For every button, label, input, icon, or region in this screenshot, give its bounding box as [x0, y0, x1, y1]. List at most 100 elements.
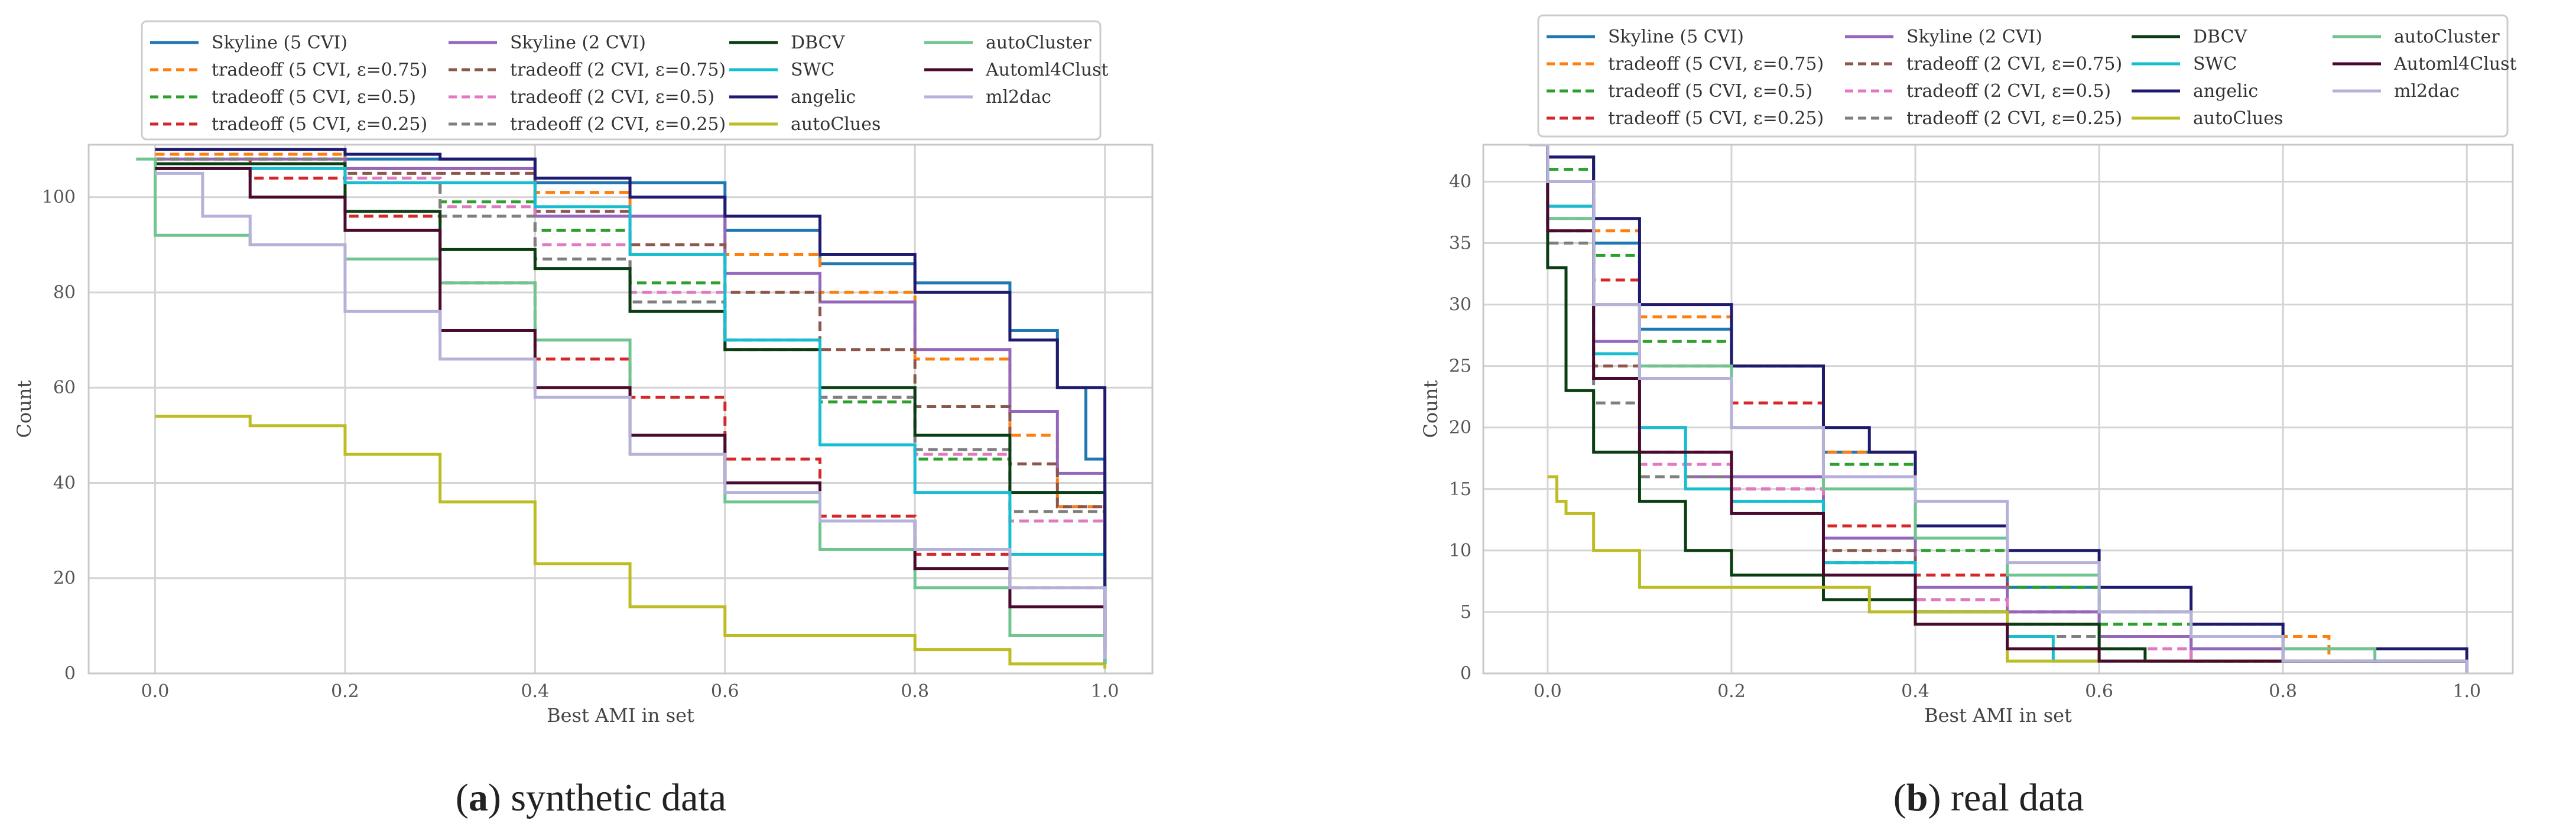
panel-b-y-tick-label: 40 — [1449, 171, 1471, 192]
panel-a-y-tick-label: 100 — [42, 187, 76, 208]
panel-a-legend-label-angelic: angelic — [791, 87, 856, 108]
panel-b-x-tick-label: 0.4 — [1901, 681, 1929, 702]
panel-b-y-axis-label: Count — [1419, 380, 1442, 438]
panel-b-series-tradeoff-2-cvi-eps-0-25 — [1529, 145, 2468, 673]
panel-a-y-axis-label: Count — [13, 380, 35, 438]
panel-b-series-swc — [1529, 145, 2468, 673]
panel-a-y-tick-label: 40 — [53, 473, 76, 493]
caption-b-text: ) real data — [1928, 776, 2084, 819]
chart-panel-real: 0.0 0.2 0.4 0.6 0.8 1.0 0 5 10 15 20 25 30 35 40 Best A… — [1419, 14, 2517, 727]
panel-b-series-autocluster — [1529, 145, 2468, 673]
panel-a-series-angelic — [155, 148, 1107, 664]
panel-b-legend-label-skyline-2-cvi: Skyline (2 CVI) — [1906, 27, 2042, 47]
panel-a-series-ml2dac — [155, 171, 1107, 659]
caption-a: (a) synthetic data — [456, 776, 726, 819]
panel-a-x-tick-label: 0.4 — [521, 681, 549, 702]
panel-a-legend-label-swc: SWC — [791, 60, 834, 80]
caption-b: (b) real data — [1893, 776, 2084, 819]
panel-b-legend-label-dbcv: DBCV — [2193, 27, 2248, 47]
panel-b-legend-box — [1537, 14, 2509, 138]
panel-b-x-axis-label: Best AMI in set — [1924, 704, 2072, 727]
panel-a-legend-label-tradeoff-2-cvi-eps-0-25: tradeoff (2 CVI, ε=0.25) — [510, 114, 726, 135]
panel-a-x-tick-label: 1.0 — [1091, 681, 1119, 702]
panel-b-y-tick-label: 35 — [1449, 233, 1471, 254]
panel-b-legend: Skyline (5 CVI) tradeoff (5 CVI, ε=0.75) t… — [1537, 14, 2517, 138]
panel-b-y-tick-label: 0 — [1460, 663, 1471, 684]
panel-b-series-tradeoff-5-cvi-eps-0-75 — [1529, 145, 2468, 673]
panel-b-legend-label-tradeoff-2-cvi-eps-0-75: tradeoff (2 CVI, ε=0.75) — [1906, 54, 2122, 74]
panel-a-x-tick-label: 0.6 — [711, 681, 739, 702]
panel-b-x-tick-label: 0.6 — [2085, 681, 2113, 702]
chart-panel-synthetic: 0.0 0.2 0.4 0.6 0.8 1.0 0 20 40 60 80 100 Best AMI i… — [13, 20, 1154, 727]
panel-a-legend-label-automl4clust: Automl4Clust — [985, 60, 1109, 80]
caption-a-letter: a — [469, 776, 488, 819]
panel-b-series-angelic — [1529, 145, 2468, 673]
panel-b-y-tick-label: 15 — [1449, 479, 1471, 500]
panel-b-x-tick-label: 0.2 — [1717, 681, 1746, 702]
panel-a-y-tick-label: 0 — [64, 663, 76, 684]
panel-a-plot-frame — [87, 144, 1154, 675]
panel-b-y-tick-label: 25 — [1449, 356, 1471, 377]
panel-a-legend-label-tradeoff-5-cvi-eps-0-75: tradeoff (5 CVI, ε=0.75) — [212, 60, 427, 80]
panel-b-plot-frame — [1482, 144, 2514, 675]
panel-b-legend-label-ml2dac: ml2dac — [2394, 81, 2460, 102]
panel-b-legend-label-tradeoff-5-cvi-eps-0-25: tradeoff (5 CVI, ε=0.25) — [1608, 108, 1824, 129]
panel-a-legend-label-dbcv: DBCV — [791, 32, 846, 53]
panel-a-legend-label-skyline-2-cvi: Skyline (2 CVI) — [510, 32, 646, 53]
panel-a-series-autocluster — [136, 157, 1107, 664]
panel-a-legend-label-autoclues: autoClues — [791, 114, 881, 135]
panel-a-series-skyline-2-cvi — [155, 157, 1107, 664]
panel-b-series-skyline-2-cvi — [1529, 145, 2468, 673]
panel-b-series-automl4clust — [1529, 145, 2468, 673]
panel-a-x-tick-label: 0.2 — [331, 681, 359, 702]
panel-a-series-swc — [155, 167, 1107, 664]
panel-b-grid — [1483, 145, 2513, 675]
panel-b-legend-label-automl4clust: Automl4Clust — [2393, 54, 2517, 74]
panel-b-x-tick-label: 1.0 — [2452, 681, 2481, 702]
panel-b-legend-label-tradeoff-5-cvi-eps-0-5: tradeoff (5 CVI, ε=0.5) — [1608, 81, 1812, 102]
panel-a-legend-label-autocluster: autoCluster — [986, 32, 1092, 53]
panel-a-series-tradeoff-2-cvi-eps-0-75 — [155, 157, 1107, 664]
panel-a-y-tick-label: 80 — [53, 282, 76, 303]
panel-a-legend-label-ml2dac: ml2dac — [986, 87, 1051, 108]
panel-b-series-tradeoff-2-cvi-eps-0-5 — [1529, 145, 2468, 673]
panel-b-x-tick-label: 0.8 — [2269, 681, 2297, 702]
panel-a-legend-label-tradeoff-5-cvi-eps-0-25: tradeoff (5 CVI, ε=0.25) — [212, 114, 427, 135]
panel-a-series-group — [136, 148, 1107, 669]
panel-a-legend-label-tradeoff-2-cvi-eps-0-75: tradeoff (2 CVI, ε=0.75) — [510, 60, 726, 80]
panel-a-x-axis-label: Best AMI in set — [547, 704, 694, 727]
panel-b-legend-label-tradeoff-2-cvi-eps-0-5: tradeoff (2 CVI, ε=0.5) — [1906, 81, 2111, 102]
panel-b-legend-label-tradeoff-2-cvi-eps-0-25: tradeoff (2 CVI, ε=0.25) — [1906, 108, 2122, 129]
panel-b-x-tick-label: 0.0 — [1534, 681, 1562, 702]
panel-a-y-tick-label: 20 — [53, 568, 76, 589]
panel-b-series-dbcv — [1529, 145, 2468, 673]
panel-a-x-tick-label: 0.0 — [141, 681, 170, 702]
panel-a-x-tick-label: 0.8 — [901, 681, 929, 702]
panel-b-y-tick-label: 20 — [1449, 418, 1471, 438]
panel-b-series-tradeoff-5-cvi-eps-0-5 — [1529, 145, 2468, 673]
caption-b-letter: b — [1906, 776, 1928, 819]
panel-b-legend-label-tradeoff-5-cvi-eps-0-75: tradeoff (5 CVI, ε=0.75) — [1608, 54, 1824, 74]
panel-a-legend-box — [141, 20, 1102, 141]
panel-b-series-tradeoff-5-cvi-eps-0-25 — [1529, 145, 2468, 673]
panel-b-series-tradeoff-2-cvi-eps-0-75 — [1529, 145, 2468, 673]
panel-a-y-tick-label: 60 — [53, 377, 76, 398]
panel-a-legend-label-skyline-5-cvi: Skyline (5 CVI) — [212, 32, 347, 53]
panel-b-y-tick-label: 10 — [1449, 541, 1471, 561]
panel-b-series-group — [1529, 145, 2468, 673]
panel-a-grid — [89, 145, 1152, 675]
panel-b-series-ml2dac — [1529, 145, 2468, 673]
panel-b-legend-label-autoclues: autoClues — [2193, 108, 2283, 129]
panel-a-series-autoclues — [155, 415, 1107, 669]
panel-a-legend-label-tradeoff-5-cvi-eps-0-5: tradeoff (5 CVI, ε=0.5) — [212, 87, 416, 108]
panel-b-legend-label-swc: SWC — [2193, 54, 2237, 74]
panel-a-legend-label-tradeoff-2-cvi-eps-0-5: tradeoff (2 CVI, ε=0.5) — [510, 87, 714, 108]
caption-a-text: ) synthetic data — [488, 776, 726, 819]
panel-b-y-tick-label: 30 — [1449, 295, 1471, 315]
panel-a-legend: Skyline (5 CVI) tradeoff (5 CVI, ε=0.75) t… — [141, 20, 1109, 141]
panel-b-legend-label-angelic: angelic — [2193, 81, 2258, 102]
panel-b-y-tick-label: 5 — [1460, 602, 1471, 623]
panel-b-legend-label-autocluster: autoCluster — [2394, 27, 2500, 47]
panel-b-legend-label-skyline-5-cvi: Skyline (5 CVI) — [1608, 27, 1744, 47]
